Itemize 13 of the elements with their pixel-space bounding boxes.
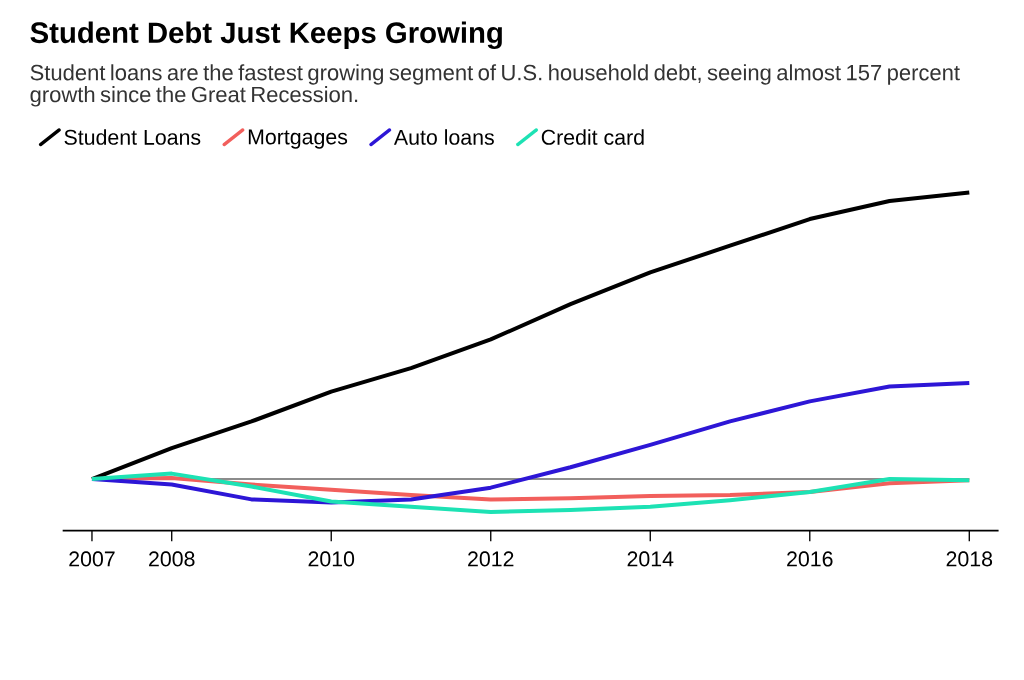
- x-tick-label: 2008: [149, 551, 195, 567]
- x-tick-label: 2016: [787, 551, 833, 567]
- x-tick-label: 2018: [946, 551, 993, 567]
- x-tick-label: 2010: [308, 551, 355, 567]
- x-tick-label: 2007: [69, 551, 115, 567]
- legend-label: Student Loans: [64, 129, 201, 145]
- x-tick-label: 2012: [468, 551, 514, 567]
- x-tick-label: 2014: [627, 551, 674, 567]
- legend-label: Credit card: [541, 129, 644, 145]
- legend-label: Auto loans: [393, 129, 494, 145]
- legend-label: Mortgages: [248, 129, 348, 149]
- chart-subtitle: Student loans are the fastest growing segment of U.S. household debt, seeing almost 157 percent growth since the Great Recession.: [30, 64, 960, 107]
- chart-title: Student Debt Just Keeps Growing: [30, 21, 502, 50]
